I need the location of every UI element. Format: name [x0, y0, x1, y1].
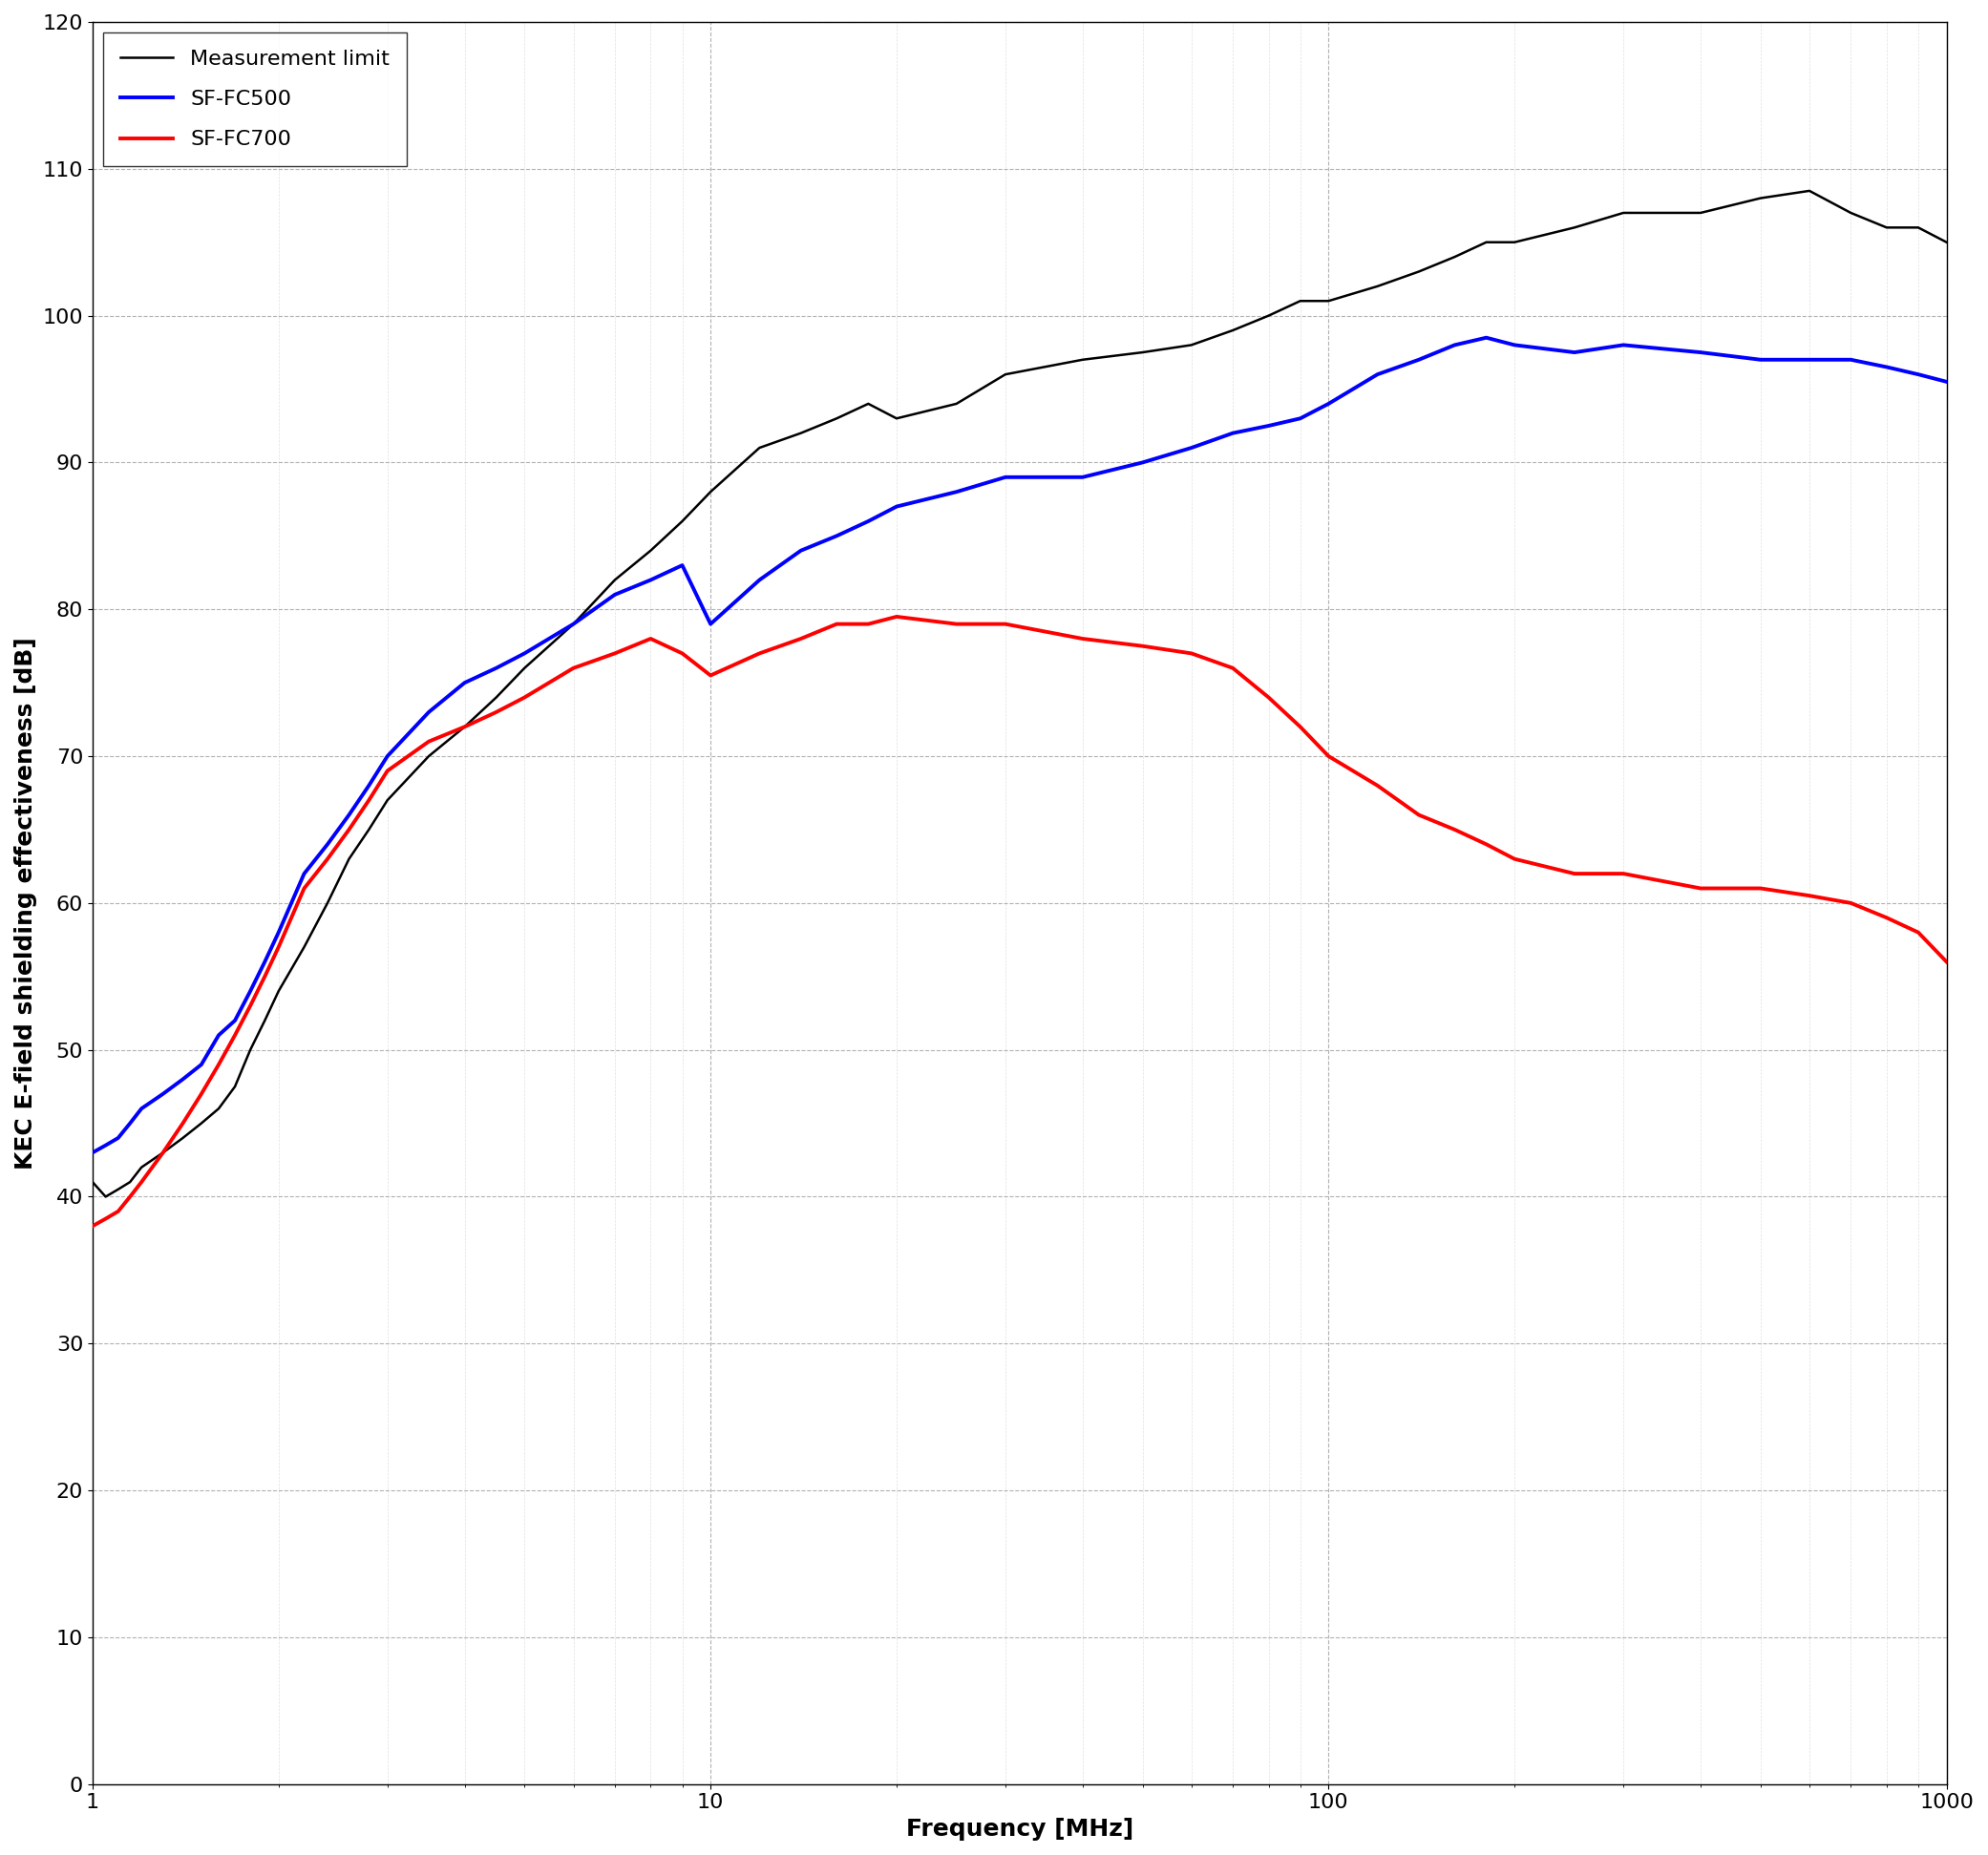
Line: Measurement limit: Measurement limit: [93, 191, 1946, 1196]
Measurement limit: [316, 892, 340, 915]
SF-FC500: [485, 657, 509, 679]
SF-FC500: [239, 979, 262, 1002]
SF-FC700: [82, 1215, 105, 1237]
SF-FC500: [292, 863, 316, 885]
Measurement limit: [82, 1171, 105, 1193]
Y-axis label: KEC E-field shielding effectiveness [dB]: KEC E-field shielding effectiveness [dB]: [14, 636, 38, 1169]
SF-FC500: [1475, 326, 1499, 349]
SF-FC500: [1906, 364, 1930, 386]
Measurement limit: [252, 1009, 276, 1031]
X-axis label: Frequency [MHz]: Frequency [MHz]: [907, 1818, 1133, 1840]
Measurement limit: [513, 657, 537, 679]
SF-FC700: [239, 994, 262, 1017]
SF-FC500: [82, 1141, 105, 1163]
Legend: Measurement limit, SF-FC500, SF-FC700: Measurement limit, SF-FC500, SF-FC700: [103, 33, 408, 167]
SF-FC500: [1749, 349, 1773, 371]
Measurement limit: [93, 1185, 117, 1208]
Measurement limit: [1797, 180, 1821, 202]
SF-FC700: [1934, 950, 1958, 972]
SF-FC700: [1749, 877, 1773, 900]
SF-FC700: [1906, 922, 1930, 944]
SF-FC700: [292, 877, 316, 900]
SF-FC700: [171, 1113, 195, 1135]
SF-FC700: [885, 605, 909, 627]
SF-FC500: [171, 1068, 195, 1091]
Line: SF-FC700: SF-FC700: [93, 616, 1946, 1226]
SF-FC500: [1934, 371, 1958, 393]
Measurement limit: [1749, 187, 1773, 210]
Line: SF-FC500: SF-FC500: [93, 338, 1946, 1152]
Measurement limit: [1906, 217, 1930, 239]
Measurement limit: [189, 1113, 213, 1135]
SF-FC700: [485, 701, 509, 723]
Measurement limit: [1934, 232, 1958, 254]
